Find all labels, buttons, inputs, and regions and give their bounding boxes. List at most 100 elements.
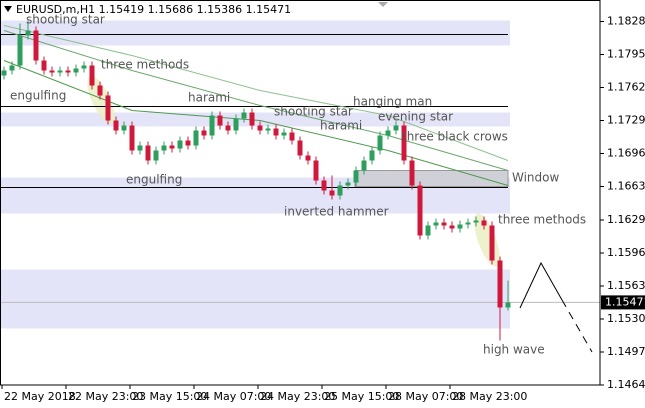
annotation: three methods [498, 213, 586, 227]
candle-body [281, 132, 287, 136]
annotation: shooting star [26, 13, 105, 27]
candle-body [465, 222, 471, 225]
candle-body [441, 222, 447, 226]
y-tick-label: 1.15635 [607, 279, 645, 292]
y-tick-label: 1.16295 [607, 213, 645, 226]
candle-body [297, 140, 303, 156]
price-label: 1.15471 [605, 295, 645, 308]
candle-body [169, 145, 175, 149]
candle-body [17, 35, 23, 66]
candle-body [193, 130, 199, 146]
price-label-box [601, 295, 645, 310]
annotation: engulfing [126, 173, 182, 187]
moving-average [3, 60, 509, 186]
candle-body [49, 70, 55, 73]
zone [0, 269, 510, 329]
candle-body [25, 30, 31, 36]
candle-body [473, 220, 479, 223]
candle-body [201, 130, 207, 136]
y-tick-label: 1.16630 [607, 180, 645, 193]
chart-title: EURUSD,m,H1 1.15419 1.15686 1.15386 1.15… [16, 3, 291, 16]
annotation: inverted hammer [284, 205, 389, 219]
candle-body [161, 145, 167, 151]
candle-body [233, 118, 239, 131]
candle-body [65, 70, 71, 73]
candle-body [457, 224, 463, 229]
x-tick-label: 24 May 07:00 [196, 390, 271, 403]
candle-body [241, 112, 247, 119]
candle-body [137, 145, 143, 151]
candle-body [481, 220, 487, 226]
menu-triangle [4, 6, 12, 12]
candle-body [289, 132, 295, 141]
candle-body [177, 140, 183, 149]
x-tick-label: 23 May 15:00 [132, 390, 207, 403]
annotation: harami [188, 91, 230, 105]
candle-body [353, 170, 359, 183]
y-tick-label: 1.14645 [607, 378, 645, 391]
shift-marker [378, 2, 388, 7]
annotation: engulfing [10, 89, 66, 103]
annotation: three methods [101, 58, 189, 72]
candle-body [449, 225, 455, 229]
candle-body [257, 125, 263, 131]
projection-line [519, 261, 563, 309]
candle-body [113, 120, 119, 131]
annotation: harami [320, 119, 362, 133]
candle-body [89, 65, 95, 86]
candle-body [393, 125, 399, 131]
y-tick-label: 1.17620 [607, 81, 645, 94]
candle-body [209, 115, 215, 136]
x-tick-label: 24 May 23:00 [260, 390, 335, 403]
candle-body [305, 155, 311, 161]
zone [0, 112, 510, 127]
y-tick-label: 1.14975 [607, 345, 645, 358]
plot [0, 20, 600, 341]
moving-average [3, 30, 509, 171]
candle-body [505, 302, 511, 308]
plot-frame [0, 0, 601, 386]
candle-body [361, 160, 367, 171]
y-tick-label: 1.17290 [607, 114, 645, 127]
candle-body [497, 260, 503, 308]
annotation: high wave [483, 343, 545, 357]
candle-body [1, 70, 7, 76]
candle-body [41, 60, 47, 71]
y-tick-label: 1.15965 [607, 246, 645, 259]
x-tick-label: 28 May 23:00 [452, 390, 527, 403]
candle-body [385, 130, 391, 136]
y-tick-label: 1.18280 [607, 15, 645, 28]
candle-body [433, 222, 439, 226]
candle-body [57, 70, 63, 73]
annotation: shooting star [274, 105, 353, 119]
candle-body [145, 145, 151, 161]
zones [0, 20, 510, 329]
annotation: Window [512, 171, 560, 185]
candle-body [185, 140, 191, 146]
candle-body [369, 150, 375, 161]
candle-body [329, 190, 335, 196]
candle-body [81, 65, 87, 69]
y-tick-label: 1.15305 [607, 312, 645, 325]
candle-body [273, 128, 279, 136]
candle-body [249, 112, 255, 126]
moving-average [3, 25, 509, 161]
candle-body [401, 125, 407, 161]
x-tick-label: 25 May 15:00 [324, 390, 399, 403]
x-tick-label: 28 May 07:00 [388, 390, 463, 403]
candle-body [121, 125, 127, 131]
candle-body [105, 95, 111, 121]
annotation: evening star [378, 110, 453, 124]
candle-body [33, 30, 39, 61]
annotation: hanging man [353, 95, 432, 109]
candle-body [129, 125, 135, 151]
x-tick-label: 22 May 2018 [4, 390, 76, 403]
candle-body [417, 185, 423, 236]
candle-body [9, 65, 15, 71]
candle-body [345, 182, 351, 186]
candle-body [409, 160, 415, 186]
annotation: three black crows [402, 130, 508, 144]
candle-body [377, 135, 383, 151]
x-tick-label: 22 May 23:00 [68, 390, 143, 403]
